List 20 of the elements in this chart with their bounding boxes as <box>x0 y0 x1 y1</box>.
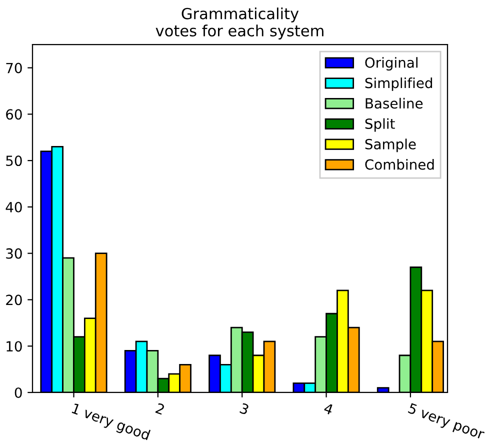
y-tick-label: 0 <box>14 387 22 398</box>
chart-title: Grammaticality votes for each system <box>156 8 324 40</box>
y-tick-label: 40 <box>6 202 22 212</box>
y-tick-label: 30 <box>6 248 22 259</box>
legend-label: Split <box>365 118 395 132</box>
x-tick-label: 1 very good <box>70 402 151 443</box>
legend-label: Combined <box>365 159 434 170</box>
x-tick-label: 2 <box>155 402 165 415</box>
legend-label: Sample <box>365 138 416 152</box>
y-tick-label: 60 <box>6 109 22 120</box>
x-tick-label: 4 <box>323 402 334 415</box>
legend-label: Simplified <box>365 77 432 91</box>
y-tick-label: 20 <box>6 294 22 306</box>
y-tick-label: 50 <box>6 156 22 166</box>
legend-label: Baseline <box>366 98 423 109</box>
x-tick-label: 3 <box>239 402 250 415</box>
y-tick-label: 10 <box>6 341 22 352</box>
x-tick-label: 5 very poor <box>406 402 486 442</box>
y-tick-label: 70 <box>6 62 22 74</box>
legend-label: Original <box>365 57 418 71</box>
